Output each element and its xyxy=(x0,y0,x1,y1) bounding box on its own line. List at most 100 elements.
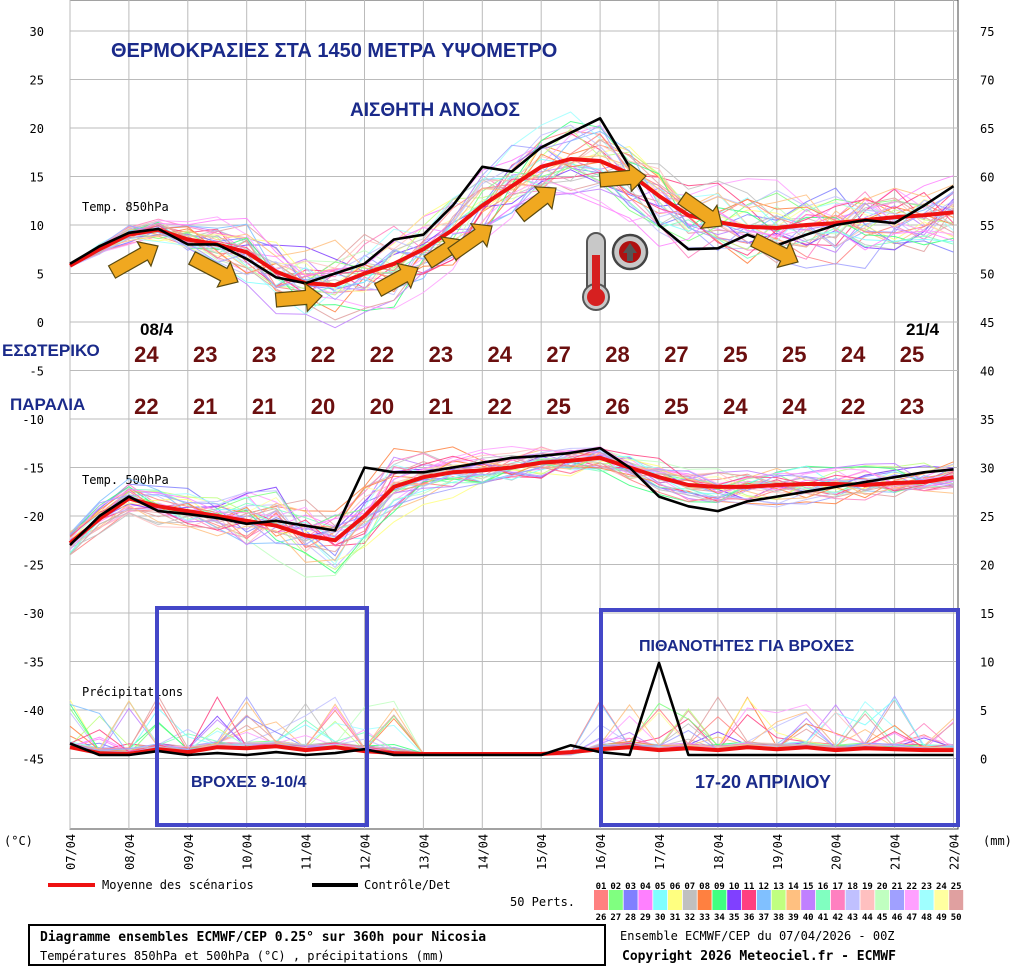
x-tick-label: 11/04 xyxy=(300,834,314,870)
member-line-500 xyxy=(69,455,954,553)
mean-series-line xyxy=(68,455,954,545)
member-swatch xyxy=(801,890,816,910)
right-tick-label: 70 xyxy=(980,74,994,88)
inland-temp: 25 xyxy=(782,342,807,367)
member-line-500 xyxy=(69,449,954,551)
rain-box-right-title: ΠΙΘΑΝΟΤΗΤΕΣ ΓΙΑ ΒΡΟΧΕΣ xyxy=(639,638,855,655)
inland-temp: 24 xyxy=(134,342,159,367)
chart-legend: Moyenne des scénarios Contrôle/Det 50 Pert… xyxy=(48,878,964,923)
member-swatch xyxy=(949,890,964,910)
footer-title: Diagramme ensembles ECMWF/CEP 0.25° sur … xyxy=(40,930,487,945)
right-unit-label: (mm) xyxy=(983,834,1012,848)
coast-temp: 22 xyxy=(840,394,866,419)
left-tick-label: -20 xyxy=(22,510,44,524)
member-line-850 xyxy=(69,125,954,301)
member-swatch xyxy=(638,890,653,910)
member-number: 19 xyxy=(862,882,873,892)
member-number: 02 xyxy=(610,882,621,892)
coast-temp: 22 xyxy=(134,394,159,419)
right-tick-label: 40 xyxy=(980,365,994,379)
left-tick-label: -15 xyxy=(22,462,44,476)
member-number: 30 xyxy=(655,913,666,923)
member-number: 24 xyxy=(936,882,947,892)
member-number: 10 xyxy=(729,882,740,892)
x-tick-label: 20/04 xyxy=(830,834,844,870)
member-swatch xyxy=(682,890,697,910)
right-tick-label: 65 xyxy=(980,122,994,136)
member-number: 13 xyxy=(773,882,784,892)
member-number: 35 xyxy=(729,913,740,923)
right-tick-label: 25 xyxy=(980,510,994,524)
control-series-line xyxy=(69,117,955,285)
member-number: 40 xyxy=(803,913,814,923)
x-tick-label: 12/04 xyxy=(359,834,373,870)
inland-temp: 24 xyxy=(840,342,866,367)
trend-arrow-icon xyxy=(447,222,493,261)
left-tick-label: -45 xyxy=(22,753,44,767)
member-number: 39 xyxy=(788,913,799,923)
trend-arrow-icon xyxy=(107,240,159,279)
left-tick-label: -10 xyxy=(22,413,44,427)
inland-temp: 25 xyxy=(723,342,748,367)
main-series xyxy=(68,117,955,757)
member-line-850 xyxy=(69,162,954,291)
footer-subtitle: Températures 850hPa et 500hPa (°C) , pré… xyxy=(40,949,445,963)
coast-temp: 21 xyxy=(428,394,454,419)
member-swatch xyxy=(875,890,890,910)
member-number: 44 xyxy=(862,913,873,923)
member-number: 14 xyxy=(788,882,799,892)
member-line-850 xyxy=(69,171,954,295)
member-swatch xyxy=(934,890,949,910)
x-tick-label: 15/04 xyxy=(535,834,549,870)
inland-temp: 25 xyxy=(899,342,925,367)
x-tick-label: 14/04 xyxy=(476,834,490,870)
panel-label-500: Temp. 500hPa xyxy=(82,473,169,487)
member-line-850 xyxy=(69,160,954,276)
member-line-500 xyxy=(69,450,954,546)
coast-temp: 25 xyxy=(546,394,571,419)
coast-temp: 26 xyxy=(605,394,630,419)
member-swatch xyxy=(668,890,682,910)
member-swatch xyxy=(890,890,904,910)
member-number: 12 xyxy=(758,882,769,892)
member-number: 21 xyxy=(892,882,903,892)
member-number: 47 xyxy=(906,913,917,923)
member-swatch xyxy=(771,890,786,910)
member-number: 50 xyxy=(951,913,962,923)
member-number: 03 xyxy=(625,882,636,892)
member-number: 28 xyxy=(625,913,636,923)
trend-arrows xyxy=(107,162,799,313)
footer-run: Ensemble ECMWF/CEP du 07/04/2026 - 00Z xyxy=(620,929,895,943)
rain-box-right: ΠΙΘΑΝΟΤΗΤΕΣ ΓΙΑ ΒΡΟΧΕΣ 17-20 ΑΠΡΙΛΙΟΥ xyxy=(599,608,960,827)
member-number: 29 xyxy=(640,913,651,923)
member-number: 49 xyxy=(936,913,947,923)
left-unit-label: (°C) xyxy=(4,834,33,848)
inland-temp: 23 xyxy=(428,342,454,367)
member-swatch xyxy=(712,890,727,910)
coast-temp: 21 xyxy=(251,394,277,419)
member-number: 32 xyxy=(684,913,695,923)
member-swatch xyxy=(727,890,742,910)
plot-frame xyxy=(69,0,959,830)
member-swatch xyxy=(608,890,623,910)
member-number: 16 xyxy=(818,882,829,892)
left-tick-label: -5 xyxy=(30,365,44,379)
panel-label-850: Temp. 850hPa xyxy=(82,200,169,214)
right-tick-label: 30 xyxy=(980,462,994,476)
x-tick-label: 16/04 xyxy=(594,834,608,870)
coast-temp: 20 xyxy=(310,394,336,419)
member-swatch xyxy=(786,890,801,910)
inland-temp: 23 xyxy=(193,342,218,367)
trend-arrow-icon xyxy=(373,262,419,297)
member-number: 04 xyxy=(640,882,651,892)
inland-temp: 27 xyxy=(664,342,689,367)
right-tick-label: 60 xyxy=(980,171,994,185)
left-tick-label: -30 xyxy=(22,607,44,621)
control-series-line xyxy=(69,661,954,757)
member-number: 18 xyxy=(847,882,858,892)
member-number: 37 xyxy=(758,913,769,923)
coast-temp: 24 xyxy=(782,394,807,419)
inland-temp: 27 xyxy=(546,342,571,367)
x-tick-label: 19/04 xyxy=(771,834,785,870)
